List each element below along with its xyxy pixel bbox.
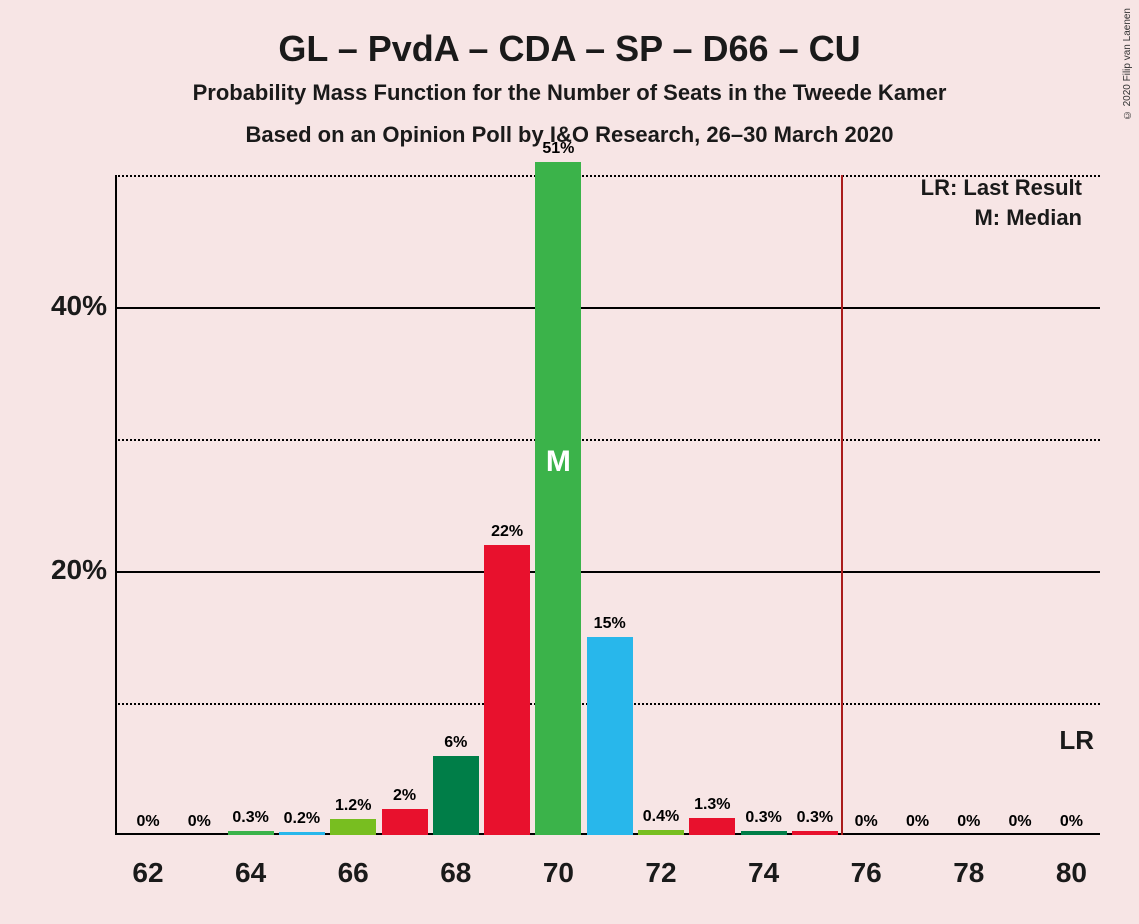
bar xyxy=(741,831,787,835)
median-marker: M xyxy=(535,445,581,479)
bar xyxy=(279,832,325,835)
bar xyxy=(228,831,274,835)
bar xyxy=(638,830,684,835)
bar-value-label: 2% xyxy=(382,787,428,805)
x-tick-label: 80 xyxy=(1048,857,1094,889)
bar-value-label: 0% xyxy=(997,813,1043,831)
bar xyxy=(689,818,735,835)
x-tick-label: 76 xyxy=(843,857,889,889)
bar-value-label: 0% xyxy=(176,813,222,831)
bar-value-label: 1.3% xyxy=(689,796,735,814)
chart-subtitle-1: Probability Mass Function for the Number… xyxy=(0,80,1139,106)
bar-value-label: 0% xyxy=(946,813,992,831)
x-tick-label: 66 xyxy=(330,857,376,889)
chart-container: GL – PvdA – CDA – SP – D66 – CU Probabil… xyxy=(0,0,1139,924)
y-tick-label: 40% xyxy=(37,290,107,322)
plot-area: 20%40%0%0%0.3%0.2%1.2%2%6%22%51%M15%0.4%… xyxy=(115,175,1100,835)
x-tick-label: 74 xyxy=(741,857,787,889)
x-tick-label: 64 xyxy=(228,857,274,889)
bar-value-label: 6% xyxy=(433,734,479,752)
bar-value-label: 0.2% xyxy=(279,810,325,828)
x-tick-label: 70 xyxy=(535,857,581,889)
bar-value-label: 0% xyxy=(895,813,941,831)
bar xyxy=(484,545,530,835)
bar xyxy=(433,756,479,835)
bar-value-label: 22% xyxy=(484,523,530,541)
bar xyxy=(382,809,428,835)
bar-value-label: 0.3% xyxy=(741,809,787,827)
bar xyxy=(330,819,376,835)
bar-value-label: 0.4% xyxy=(638,808,684,826)
bar-value-label: 0% xyxy=(125,813,171,831)
x-tick-label: 72 xyxy=(638,857,684,889)
bar-value-label: 51% xyxy=(535,140,581,158)
x-tick-label: 78 xyxy=(946,857,992,889)
grid-major xyxy=(115,571,1100,573)
bar-value-label: 0.3% xyxy=(792,809,838,827)
last-result-line xyxy=(841,175,843,835)
legend-line: LR: Last Result xyxy=(921,175,1082,201)
last-result-label: LR xyxy=(1059,725,1094,756)
bar xyxy=(535,162,581,835)
copyright-text: © 2020 Filip van Laenen xyxy=(1122,8,1133,120)
grid-minor xyxy=(115,439,1100,441)
chart-title: GL – PvdA – CDA – SP – D66 – CU xyxy=(0,28,1139,70)
x-tick-label: 68 xyxy=(433,857,479,889)
bar-value-label: 0% xyxy=(843,813,889,831)
x-tick-label: 62 xyxy=(125,857,171,889)
bar xyxy=(792,831,838,835)
grid-major xyxy=(115,307,1100,309)
legend-line: M: Median xyxy=(974,205,1082,231)
bar-value-label: 15% xyxy=(587,615,633,633)
y-axis xyxy=(115,175,117,835)
y-tick-label: 20% xyxy=(37,554,107,586)
bar xyxy=(587,637,633,835)
bar-value-label: 1.2% xyxy=(330,797,376,815)
bar-value-label: 0% xyxy=(1048,813,1094,831)
bar-value-label: 0.3% xyxy=(228,809,274,827)
